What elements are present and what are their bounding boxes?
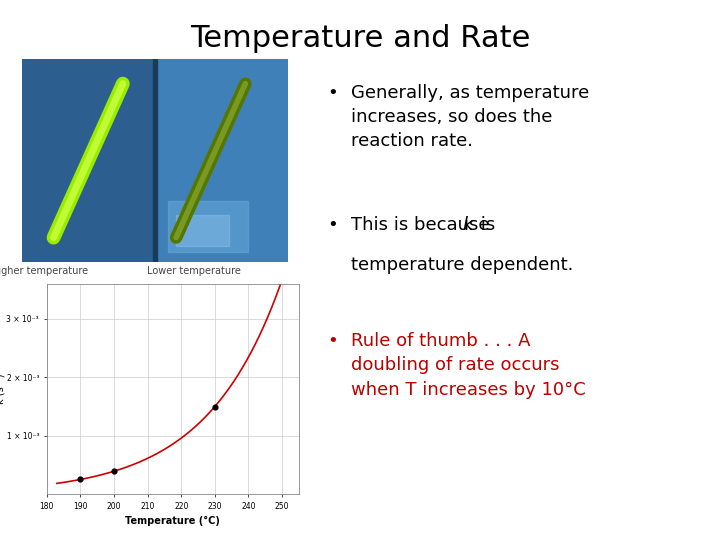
Text: Higher temperature: Higher temperature: [0, 266, 88, 276]
Text: k: k: [462, 216, 472, 234]
Bar: [176, 215, 230, 246]
Point: [75, 475, 86, 484]
X-axis label: Temperature (°C): Temperature (°C): [125, 516, 220, 526]
Text: Temperature and Rate: Temperature and Rate: [190, 24, 530, 53]
Text: Generally, as temperature
increases, so does the
reaction rate.: Generally, as temperature increases, so …: [351, 84, 589, 150]
Point: [209, 402, 220, 411]
Point: [108, 467, 120, 476]
Text: •: •: [328, 216, 338, 234]
Bar: [22, 59, 153, 262]
Bar: [168, 201, 248, 252]
Text: Rule of thumb . . . A
doubling of rate occurs
when T increases by 10°C: Rule of thumb . . . A doubling of rate o…: [351, 332, 585, 399]
Y-axis label: k (s⁻¹): k (s⁻¹): [0, 374, 5, 404]
Text: is: is: [475, 216, 495, 234]
Bar: [153, 59, 157, 262]
Text: temperature dependent.: temperature dependent.: [351, 256, 573, 274]
Bar: [156, 59, 288, 262]
Text: •: •: [328, 84, 338, 102]
Text: •: •: [328, 332, 338, 350]
Text: This is because: This is because: [351, 216, 495, 234]
Text: Lower temperature: Lower temperature: [148, 266, 241, 276]
